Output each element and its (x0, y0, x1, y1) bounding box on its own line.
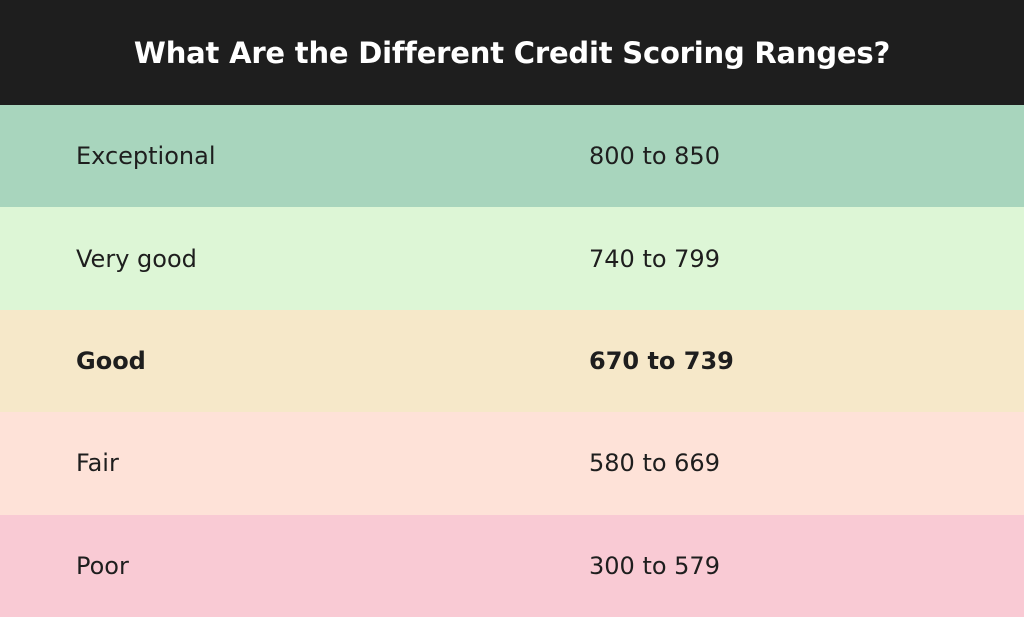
table-row-good: Good 670 to 739 (0, 309, 1024, 413)
row-range: 800 to 850 (589, 142, 720, 171)
row-label: Very good (76, 244, 197, 273)
row-range: 740 to 799 (589, 244, 720, 273)
table-row-very-good: Very good 740 to 799 (0, 207, 1024, 310)
table-row-poor: Poor 300 to 579 (0, 514, 1024, 617)
row-range: 580 to 669 (589, 449, 720, 478)
row-label: Good (76, 346, 146, 375)
table-row-exceptional: Exceptional 800 to 850 (0, 105, 1024, 208)
row-range: 300 to 579 (589, 551, 720, 580)
score-ranges-table: Exceptional 800 to 850 Very good 740 to … (0, 105, 1024, 617)
row-label: Exceptional (76, 142, 216, 171)
row-label: Poor (76, 551, 129, 580)
title-bar: What Are the Different Credit Scoring Ra… (0, 0, 1024, 105)
page-title: What Are the Different Credit Scoring Ra… (133, 35, 891, 70)
row-range: 670 to 739 (589, 346, 734, 375)
row-label: Fair (76, 449, 119, 478)
table-row-fair: Fair 580 to 669 (0, 412, 1024, 515)
